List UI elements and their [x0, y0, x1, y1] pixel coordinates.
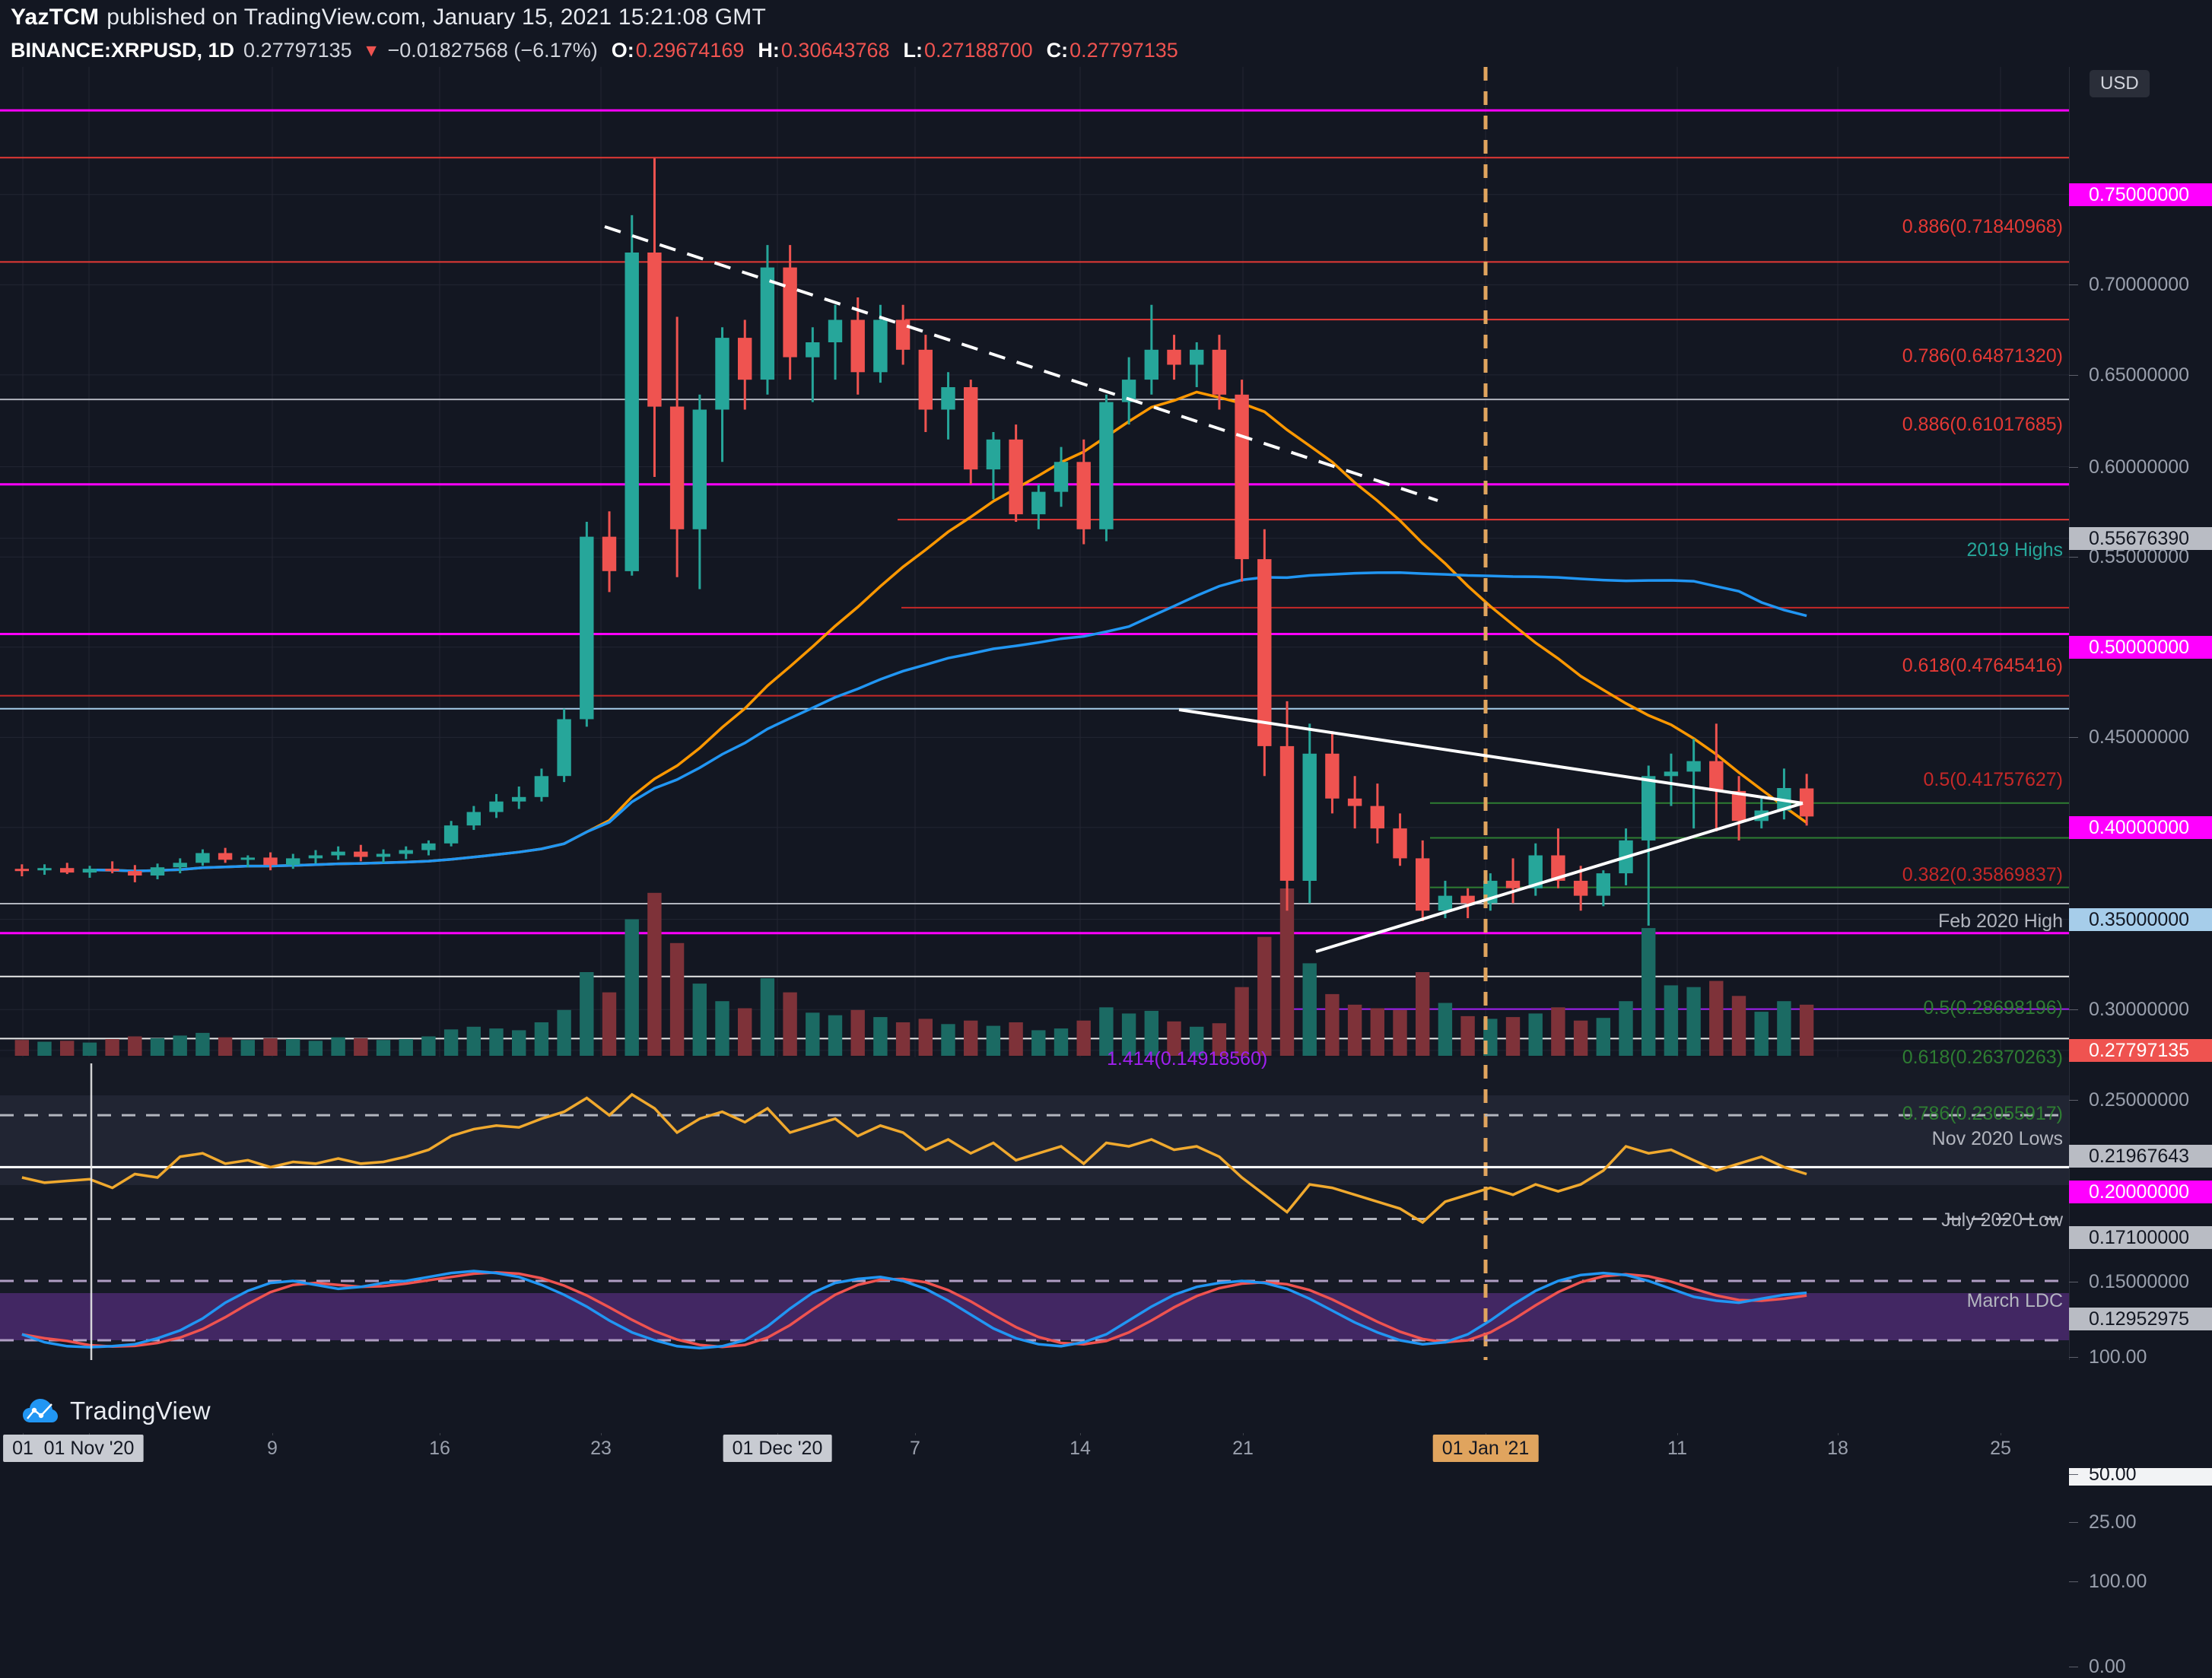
- price-axis-tick: [2069, 1099, 2078, 1101]
- price-axis-label[interactable]: 0.55000000: [2089, 546, 2190, 568]
- fib-extension-label: 1.414(0.14918560): [1107, 1048, 1268, 1069]
- time-axis-label[interactable]: 21: [1232, 1438, 1254, 1459]
- tradingview-cloud-icon: [23, 1399, 58, 1422]
- price-axis-tick: [2069, 466, 2078, 468]
- price-axis-tick: [2069, 557, 2078, 558]
- price-line-label: March LDC: [1966, 1289, 2063, 1311]
- price-axis-label[interactable]: 0.12952975: [2069, 1308, 2212, 1331]
- price-axis-label[interactable]: 0.65000000: [2089, 364, 2190, 386]
- close-value: 0.27797135: [1069, 38, 1178, 62]
- publication-header: YazTCM published on TradingView.com, Jan…: [0, 0, 2212, 35]
- ticker-legend-bar[interactable]: BINANCE:XRPUSD, 1D 0.27797135 ▼ −0.01827…: [0, 35, 2212, 65]
- rsi-axis-tick: [2069, 1356, 2078, 1358]
- price-change: −0.01827568 (−6.17%): [387, 38, 598, 62]
- price-axis-label[interactable]: 0.75000000: [2069, 183, 2212, 206]
- price-line-label: 0.618(0.26370263): [1902, 1046, 2063, 1068]
- open-label: O:: [611, 38, 634, 62]
- price-axis-label[interactable]: 0.15000000: [2089, 1271, 2190, 1293]
- time-axis-label[interactable]: 25: [1990, 1438, 2011, 1459]
- price-axis-tick: [2069, 284, 2078, 286]
- price-line-label: 0.886(0.71840968): [1902, 216, 2063, 238]
- price-axis-label[interactable]: 0.50000000: [2069, 635, 2212, 659]
- time-axis-label[interactable]: 9: [267, 1438, 278, 1459]
- symbol-label[interactable]: BINANCE:XRPUSD, 1D: [11, 38, 235, 62]
- price-line-label: 0.382(0.35869837): [1902, 864, 2063, 886]
- price-axis-label[interactable]: 0.17100000: [2069, 1225, 2212, 1249]
- time-axis-label[interactable]: 7: [910, 1438, 920, 1459]
- price-axis-tick: [2069, 737, 2078, 739]
- author-name: YazTCM: [11, 5, 100, 30]
- price-axis-label[interactable]: 0.60000000: [2089, 456, 2190, 478]
- price-axis-label[interactable]: 0.30000000: [2089, 999, 2190, 1021]
- price-axis-label[interactable]: 0.35000000: [2069, 907, 2212, 931]
- close-label: C:: [1046, 38, 1069, 62]
- price-axis[interactable]: USD 0.75000000 0.70000000 0.65000000 0.6000…: [2069, 67, 2212, 1677]
- time-axis[interactable]: 01 01 Nov '20 9 16 23 01 Dec '20 7 14 21 01 Jan '…: [0, 1427, 2212, 1468]
- stoch-axis-tick: [2069, 1581, 2078, 1582]
- price-axis-label[interactable]: 0.27797135: [2069, 1038, 2212, 1062]
- price-axis-label[interactable]: 0.55676390: [2069, 526, 2212, 550]
- price-axis-label[interactable]: 0.21967643: [2069, 1144, 2212, 1168]
- rsi-axis-tick: [2069, 1473, 2078, 1475]
- price-line-label: July 2020 Low: [1941, 1209, 2063, 1231]
- footer-bar: TradingView: [0, 1389, 2212, 1433]
- low-value: 0.27188700: [924, 38, 1033, 62]
- publication-info: published on TradingView.com, January 15…: [106, 5, 767, 30]
- price-line-label: 0.786(0.23055917): [1902, 1102, 2063, 1124]
- price-axis-label[interactable]: 0.45000000: [2089, 726, 2190, 748]
- price-axis-tick: [2069, 374, 2078, 376]
- time-axis-label[interactable]: 18: [1827, 1438, 1848, 1459]
- time-axis-label[interactable]: 01 Jan '21: [1432, 1435, 1539, 1462]
- open-value: 0.29674169: [635, 38, 745, 62]
- time-axis-label[interactable]: 11: [1667, 1438, 1687, 1459]
- price-axis-tick: [2069, 1009, 2078, 1011]
- price-plot-area[interactable]: 0.886(0.71840968) 0.786(0.64871320) 0.886(…: [0, 67, 2069, 1360]
- tradingview-logo[interactable]: TradingView: [23, 1397, 211, 1425]
- price-line-label: 0.618(0.47645416): [1902, 655, 2063, 677]
- price-line-label: 2019 Highs: [1966, 539, 2063, 561]
- stoch-axis-label: 0.00: [2089, 1655, 2126, 1677]
- high-label: H:: [758, 38, 780, 62]
- rsi-axis-tick: [2069, 1521, 2078, 1523]
- time-axis-label[interactable]: 14: [1069, 1438, 1091, 1459]
- price-chart-svg: [0, 67, 2069, 1360]
- time-axis-label[interactable]: 16: [429, 1438, 450, 1459]
- price-line-label: 0.786(0.64871320): [1902, 345, 2063, 367]
- time-axis-label[interactable]: 23: [590, 1438, 612, 1459]
- price-axis-label[interactable]: 0.25000000: [2089, 1088, 2190, 1111]
- price-axis-label[interactable]: 0.40000000: [2069, 815, 2212, 839]
- rsi-axis-label: 100.00: [2089, 1346, 2147, 1368]
- last-price: 0.27797135: [243, 38, 352, 62]
- rsi-axis-label: 25.00: [2089, 1511, 2137, 1533]
- price-axis-label[interactable]: 0.20000000: [2069, 1180, 2212, 1203]
- price-line-label: Feb 2020 High: [1937, 910, 2063, 932]
- down-arrow-icon: ▼: [362, 40, 380, 60]
- low-label: L:: [903, 38, 923, 62]
- time-axis-label[interactable]: 01 Nov '20: [34, 1435, 144, 1462]
- price-line-label: Nov 2020 Lows: [1931, 1128, 2063, 1150]
- chart-container[interactable]: 0.886(0.71840968) 0.786(0.64871320) 0.886(…: [0, 67, 2212, 1677]
- price-axis-label[interactable]: 0.70000000: [2089, 274, 2190, 296]
- price-line-label: 0.5(0.28698196): [1923, 996, 2063, 1019]
- stoch-axis-label: 100.00: [2089, 1570, 2147, 1592]
- time-axis-label[interactable]: 01 Dec '20: [723, 1435, 832, 1462]
- price-line-label: 0.886(0.61017685): [1902, 413, 2063, 435]
- high-value: 0.30643768: [780, 38, 890, 62]
- currency-badge[interactable]: USD: [2090, 70, 2150, 97]
- tradingview-logo-text: TradingView: [70, 1397, 211, 1425]
- price-line-label: 0.5(0.41757627): [1923, 769, 2063, 791]
